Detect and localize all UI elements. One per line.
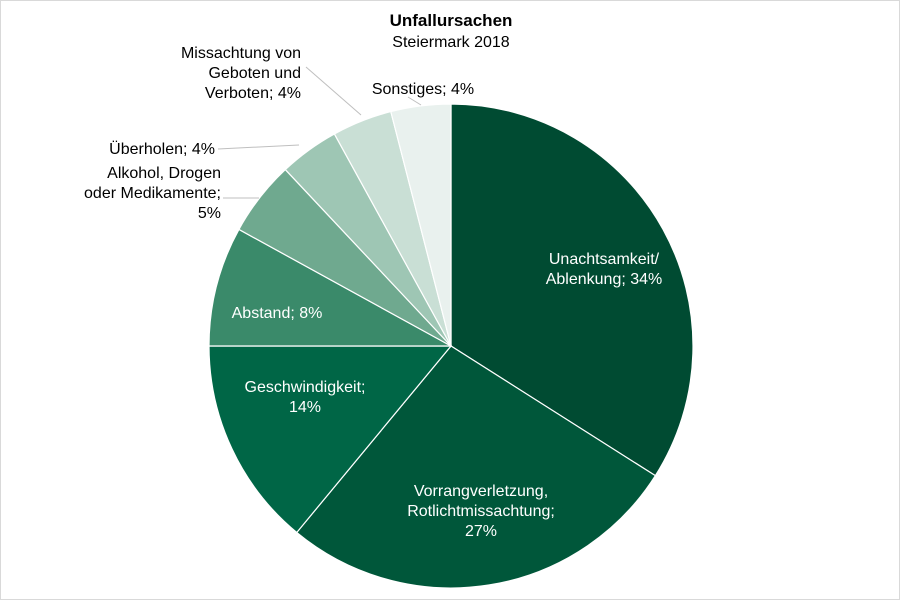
pie-slice xyxy=(450,103,694,477)
slice-label-line: 5% xyxy=(198,205,221,222)
slice-label-line: 14% xyxy=(289,399,321,416)
leader-line xyxy=(217,144,300,150)
leader-line xyxy=(305,66,362,116)
slice-label-line: Missachtung von xyxy=(181,45,301,62)
slice-label-line: Überholen; 4% xyxy=(109,140,215,158)
slice-label-line: Geschwindigkeit; xyxy=(245,379,366,396)
slice-label-line: Vorrangverletzung, xyxy=(414,483,548,500)
pie-slice xyxy=(390,103,452,347)
pie-slice xyxy=(208,228,452,347)
slice-label: Überholen; 4% xyxy=(109,140,215,158)
chart-title: Unfallursachen xyxy=(389,11,513,30)
slice-label-line: Verboten; 4% xyxy=(205,85,301,102)
slice-label: Missachtung von Geboten und Verboten; 4% xyxy=(181,45,301,102)
slice-label-line: Alkohol, Drogen xyxy=(107,165,221,182)
slice-label-line: 27% xyxy=(465,523,497,540)
slice-label-line: Unachtsamkeit/ xyxy=(549,251,660,268)
slice-label-line: oder Medikamente; xyxy=(84,185,221,202)
leader-line xyxy=(407,96,422,106)
slice-label: Abstand; 8% xyxy=(232,305,323,322)
slice-label: Unachtsamkeit/Ablenkung; 34% xyxy=(546,251,663,288)
pie-slice xyxy=(208,345,453,534)
slice-label-line: Abstand; 8% xyxy=(232,305,323,322)
slice-label: Geschwindigkeit; 14% xyxy=(245,379,366,416)
slice-label-line: Geboten und xyxy=(208,65,301,82)
slice-label: Alkohol, Drogen oder Medikamente; 5% xyxy=(84,165,221,222)
chart-subtitle: Steiermark 2018 xyxy=(392,34,510,51)
slice-label-line: Sonstiges; 4% xyxy=(372,81,474,98)
slice-label-line: Ablenkung; 34% xyxy=(546,271,663,288)
slice-label: Sonstiges; 4% xyxy=(372,81,474,98)
slice-label: Vorrangverletzung, Rotlichtmissachtung; 27… xyxy=(407,483,555,540)
pie-slice xyxy=(295,345,657,589)
slice-label-line: Rotlichtmissachtung; xyxy=(407,503,555,520)
